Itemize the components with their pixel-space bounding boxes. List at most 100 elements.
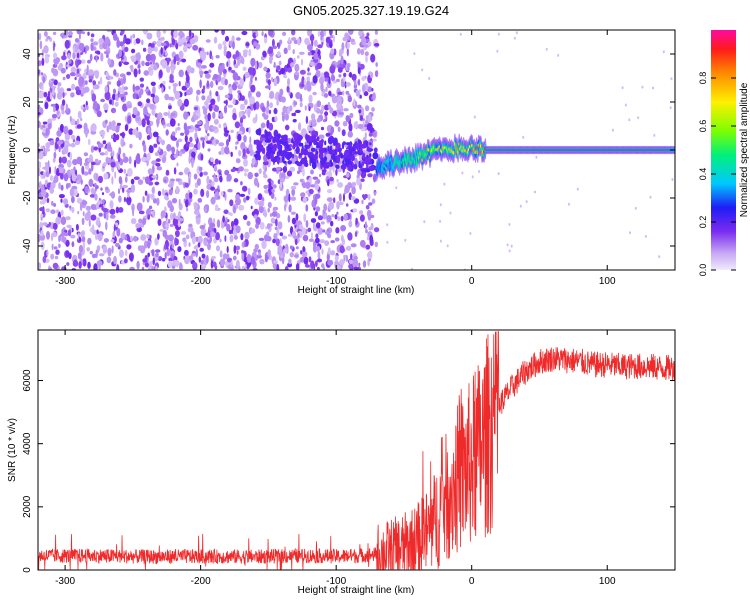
- spectrogram-cell: [90, 38, 94, 42]
- spectrogram-cell: [317, 215, 323, 221]
- spectrogram-cell: [62, 76, 66, 81]
- spectrogram-cell: [94, 193, 98, 201]
- spectrogram-cell: [110, 239, 115, 243]
- spectrogram-cell: [138, 68, 141, 75]
- spectrogram-cell: [162, 30, 167, 34]
- spectrogram-cell: [229, 199, 234, 207]
- spectrogram-cell: [221, 30, 225, 36]
- spectrogram-cell: [238, 204, 245, 211]
- spectrogram-cell: [240, 95, 245, 101]
- spectrogram-cell: [259, 258, 265, 265]
- spectrogram-cell: [339, 259, 345, 266]
- spectrogram-cell: [478, 170, 480, 173]
- spectrogram-cell: [60, 184, 64, 191]
- spectrogram-cell: [497, 32, 500, 36]
- spectrogram-cell: [247, 187, 251, 195]
- spectrogram-cell: [329, 30, 333, 36]
- spectrogram-cell: [328, 201, 335, 210]
- spectrogram-cell: [290, 196, 297, 201]
- spectrogram-cell: [112, 136, 117, 143]
- spectrogram-cell: [57, 127, 60, 131]
- spectrogram-cell: [288, 37, 291, 44]
- spectrogram-cell: [361, 37, 367, 46]
- spectrogram-cell: [248, 143, 253, 152]
- spectrogram-cell: [253, 102, 257, 111]
- spectrogram-cell: [61, 156, 68, 164]
- spectrogram-cell: [103, 238, 109, 243]
- spectrogram-cell: [91, 253, 97, 259]
- spectrogram-cell: [98, 212, 103, 217]
- spectrogram-cell: [57, 167, 64, 174]
- spectrogram-cell: [53, 203, 57, 207]
- spectrogram-cell: [90, 161, 96, 166]
- spectrogram-cell: [124, 46, 129, 53]
- spectrogram-cell: [120, 232, 126, 240]
- spectrogram-cell: [320, 82, 324, 92]
- spectrogram-cell: [114, 171, 117, 179]
- spectrogram-cell: [508, 249, 511, 253]
- spectrogram-cell: [367, 41, 372, 47]
- spectrogram-cell: [254, 61, 258, 70]
- spectrogram-cell: [97, 232, 103, 242]
- spectrogram-cell: [343, 151, 350, 156]
- spectrogram-cell: [155, 173, 159, 181]
- spectrogram-cell: [291, 112, 295, 117]
- spectrogram-cell: [212, 140, 216, 145]
- spectrogram-cell: [127, 201, 131, 206]
- spectrogram-cell: [331, 214, 335, 218]
- spectrogram-cell: [289, 245, 294, 250]
- spectrogram-cell: [288, 204, 292, 213]
- spectrogram-cell: [53, 246, 58, 250]
- spectrogram-cell: [66, 88, 72, 92]
- spectrogram-cell: [294, 63, 300, 72]
- spectrogram-cell: [136, 202, 143, 212]
- spectrogram-cell: [310, 260, 315, 270]
- spectrogram-cell: [149, 145, 152, 150]
- spectrogram-cell: [307, 124, 310, 132]
- spectrogram-cell: [40, 184, 45, 194]
- spectrogram-cell: [525, 200, 528, 204]
- spectrogram-cell: [157, 256, 163, 262]
- spectrogram-cell: [219, 238, 222, 243]
- spectrogram-cell: [104, 150, 108, 156]
- spectrogram-cell: [203, 171, 208, 176]
- spectrogram-cell: [167, 260, 173, 268]
- spectrogram-cell: [291, 30, 296, 36]
- spectrogram-cell: [193, 115, 199, 121]
- spectrogram-cell: [332, 80, 338, 84]
- spectrogram-cell: [268, 109, 272, 115]
- spectrogram-cell: [116, 122, 121, 126]
- spectrogram-cell: [343, 108, 349, 112]
- spectrogram-cell: [200, 188, 205, 197]
- spectrogram-cell: [82, 211, 85, 217]
- spectrogram-cell: [228, 134, 231, 142]
- spectrogram-cell: [154, 181, 160, 186]
- spectrogram-cell: [210, 98, 216, 106]
- spectrogram-cell: [209, 80, 214, 89]
- spectrogram-cell: [45, 170, 50, 178]
- spectrogram-cell: [344, 81, 347, 89]
- spectrogram-cell: [61, 110, 65, 115]
- spectrogram-cell: [244, 172, 247, 177]
- spectrogram-cell: [166, 57, 171, 62]
- spectrogram-cell: [136, 260, 140, 270]
- spectrogram-cell: [301, 251, 308, 258]
- spectrogram-cell: [334, 255, 339, 262]
- spectrogram-cell: [147, 90, 151, 96]
- spectrogram-cell: [146, 194, 150, 203]
- spectrogram-cell: [323, 93, 329, 98]
- spectrogram-cell: [238, 166, 244, 172]
- spectrogram-cell: [291, 137, 294, 144]
- colorbar-tick-label: 0.2: [698, 216, 708, 229]
- spectrogram-cell: [293, 58, 296, 65]
- spectrogram-cell: [109, 200, 114, 209]
- spectrogram-cell: [66, 74, 71, 79]
- spectrogram-cell: [278, 60, 282, 66]
- spectrogram-cell: [208, 95, 211, 100]
- spectrogram-cell: [117, 153, 121, 163]
- spectrogram-cell: [247, 67, 254, 75]
- spectrogram-cell: [312, 222, 316, 231]
- spectrogram-cell: [230, 168, 236, 173]
- spectrogram-cell: [305, 264, 310, 268]
